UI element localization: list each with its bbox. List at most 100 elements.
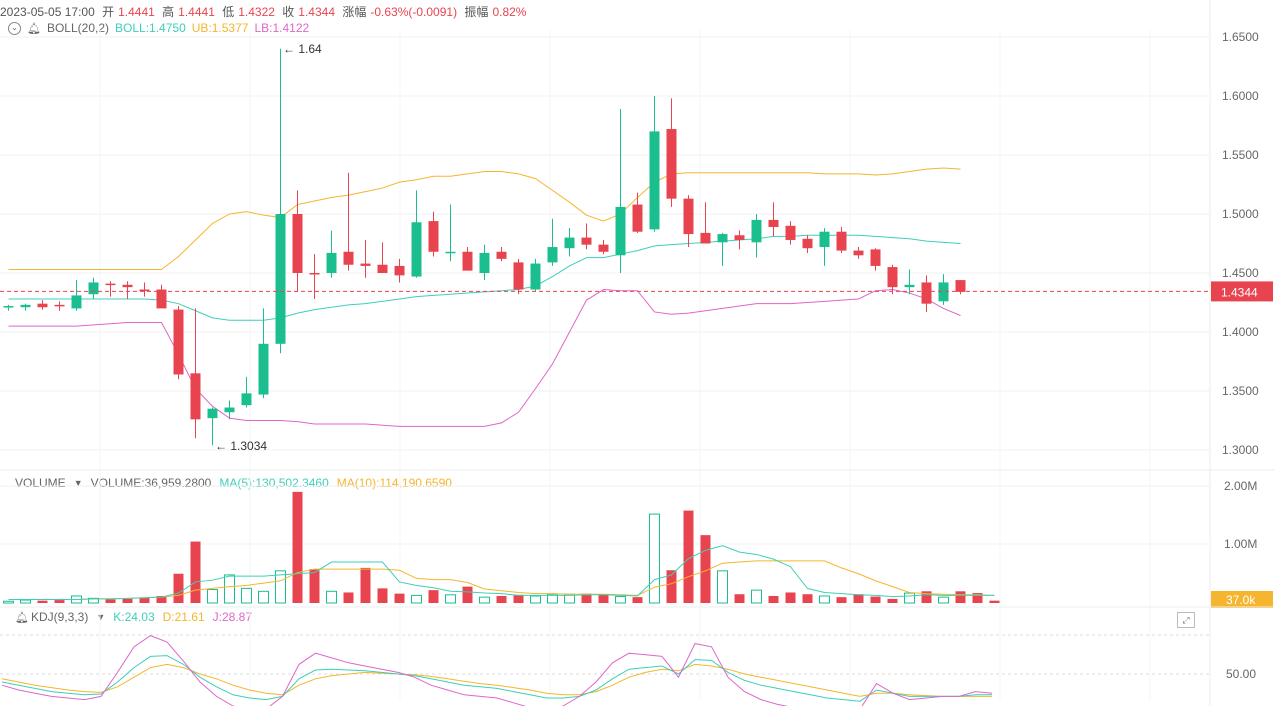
volume-bar <box>54 600 65 603</box>
collapse-chevron-icon[interactable]: ⌄ <box>8 21 21 35</box>
candle-body <box>768 219 779 227</box>
boll-mid-value: BOLL:1.4750 <box>115 21 186 35</box>
volume-bar <box>785 592 796 603</box>
kdj-name[interactable]: KDJ(9,3,3) <box>30 610 89 624</box>
volume-bar <box>479 596 490 604</box>
volume-bar <box>445 594 456 604</box>
candle-body <box>853 250 864 256</box>
volume-bar <box>734 594 745 603</box>
candle-body <box>37 303 48 308</box>
amplitude-value: 0.82% <box>492 5 527 19</box>
volume-bar <box>989 600 1000 603</box>
candle-body <box>649 131 660 230</box>
low-annotation: ← 1.3034 <box>215 439 267 453</box>
volume-bar <box>462 586 473 603</box>
candle-body <box>938 282 949 302</box>
kdj-d-value: D:21.61 <box>162 610 205 624</box>
open-value: 1.4441 <box>118 5 155 19</box>
bell-icon[interactable]: 🔔︎ <box>27 22 41 35</box>
candle-body <box>258 343 269 395</box>
candle-body <box>887 267 898 288</box>
candle-body <box>428 221 439 252</box>
candle-body <box>734 235 745 240</box>
candle-body <box>751 219 762 243</box>
candle-body <box>275 214 286 344</box>
price-tick-label: 1.5500 <box>1222 148 1259 162</box>
candle-body <box>547 247 558 263</box>
candle-body <box>20 304 31 308</box>
volume-bar <box>241 587 252 604</box>
candle-body <box>326 252 337 273</box>
candle-body <box>241 393 252 406</box>
candle-body <box>581 237 592 245</box>
volume-bar <box>768 595 779 603</box>
candle-body <box>411 222 422 277</box>
candle-body <box>54 304 65 307</box>
kdj-k-value: K:24.03 <box>113 610 155 624</box>
kdj-bell-icon[interactable]: 🔔︎ <box>15 611 29 624</box>
candle-body <box>870 249 881 266</box>
candle-body <box>445 251 456 254</box>
kdj-legend: 🔔︎ KDJ(9,3,3) ▼ K:24.03 D:21.61 J:28.87 <box>15 610 252 624</box>
kdj-tick-label: 50.00 <box>1226 667 1256 681</box>
high-annotation: ← 1.64 <box>283 42 322 56</box>
boll-ub-line <box>8 167 961 270</box>
boll-lb-value: LB:1.4122 <box>254 21 310 35</box>
volume-bar <box>20 599 31 604</box>
volume-ma10-line <box>8 560 995 600</box>
candle-body <box>632 204 643 232</box>
low-label: 低 <box>222 5 235 19</box>
candle-body <box>836 231 847 251</box>
candle-body <box>564 237 575 249</box>
candle-body <box>819 231 830 248</box>
candle-body <box>309 273 320 275</box>
candle-body <box>3 306 14 308</box>
volume-bar <box>411 594 422 604</box>
volume-last-label: 37.0k <box>1226 593 1256 607</box>
volume-bar <box>309 569 320 603</box>
expand-icon[interactable]: ⤢ <box>1177 612 1195 628</box>
volume-bar <box>377 588 388 603</box>
candle-body <box>88 282 99 295</box>
change-value: -0.63%(-0.0091) <box>370 5 458 19</box>
volume-dropdown-icon[interactable]: ▼ <box>73 478 83 488</box>
price-tick-label: 1.4000 <box>1222 325 1259 339</box>
candle-body <box>717 234 728 243</box>
candle-body <box>921 282 932 304</box>
volume-bar <box>598 594 609 603</box>
volume-bar <box>122 598 133 603</box>
volume-bar <box>921 591 932 603</box>
kdj-dropdown-icon[interactable]: ▼ <box>96 612 106 622</box>
volume-bar <box>615 596 626 604</box>
price-tick-label: 1.5000 <box>1222 207 1259 221</box>
volume-bar <box>224 574 235 604</box>
candle-body <box>122 284 133 288</box>
volume-bar <box>683 510 694 603</box>
volume-bar <box>632 597 643 603</box>
candle-body <box>156 289 167 309</box>
volume-bar <box>156 595 167 603</box>
candle-body <box>394 265 405 276</box>
volume-tick-label: 1.00M <box>1224 537 1257 551</box>
candle-body <box>955 280 966 292</box>
boll-ub-value: UB:1.5377 <box>191 21 249 35</box>
volume-bar <box>275 570 286 604</box>
close-label: 收 <box>282 5 295 19</box>
volume-bar <box>139 597 150 603</box>
ohlc-header: 2023-05-05 17:00 开 1.4441 高 1.4441 低 1.4322… <box>0 3 530 20</box>
volume-tick-label: 2.00M <box>1224 479 1257 493</box>
candle-body <box>802 238 813 249</box>
price-tick-label: 1.3500 <box>1222 384 1259 398</box>
volume-bar <box>530 595 541 604</box>
volume-bar <box>190 541 201 603</box>
volume-bar <box>819 595 830 604</box>
volume-bar <box>870 596 881 603</box>
candle-body <box>224 407 235 413</box>
candle-body <box>71 295 82 309</box>
volume-bar <box>105 599 116 603</box>
boll-name[interactable]: BOLL(20,2) <box>46 21 110 35</box>
change-label: 涨幅 <box>342 5 367 19</box>
volume-bar <box>326 590 337 604</box>
volume-bar <box>88 597 99 604</box>
